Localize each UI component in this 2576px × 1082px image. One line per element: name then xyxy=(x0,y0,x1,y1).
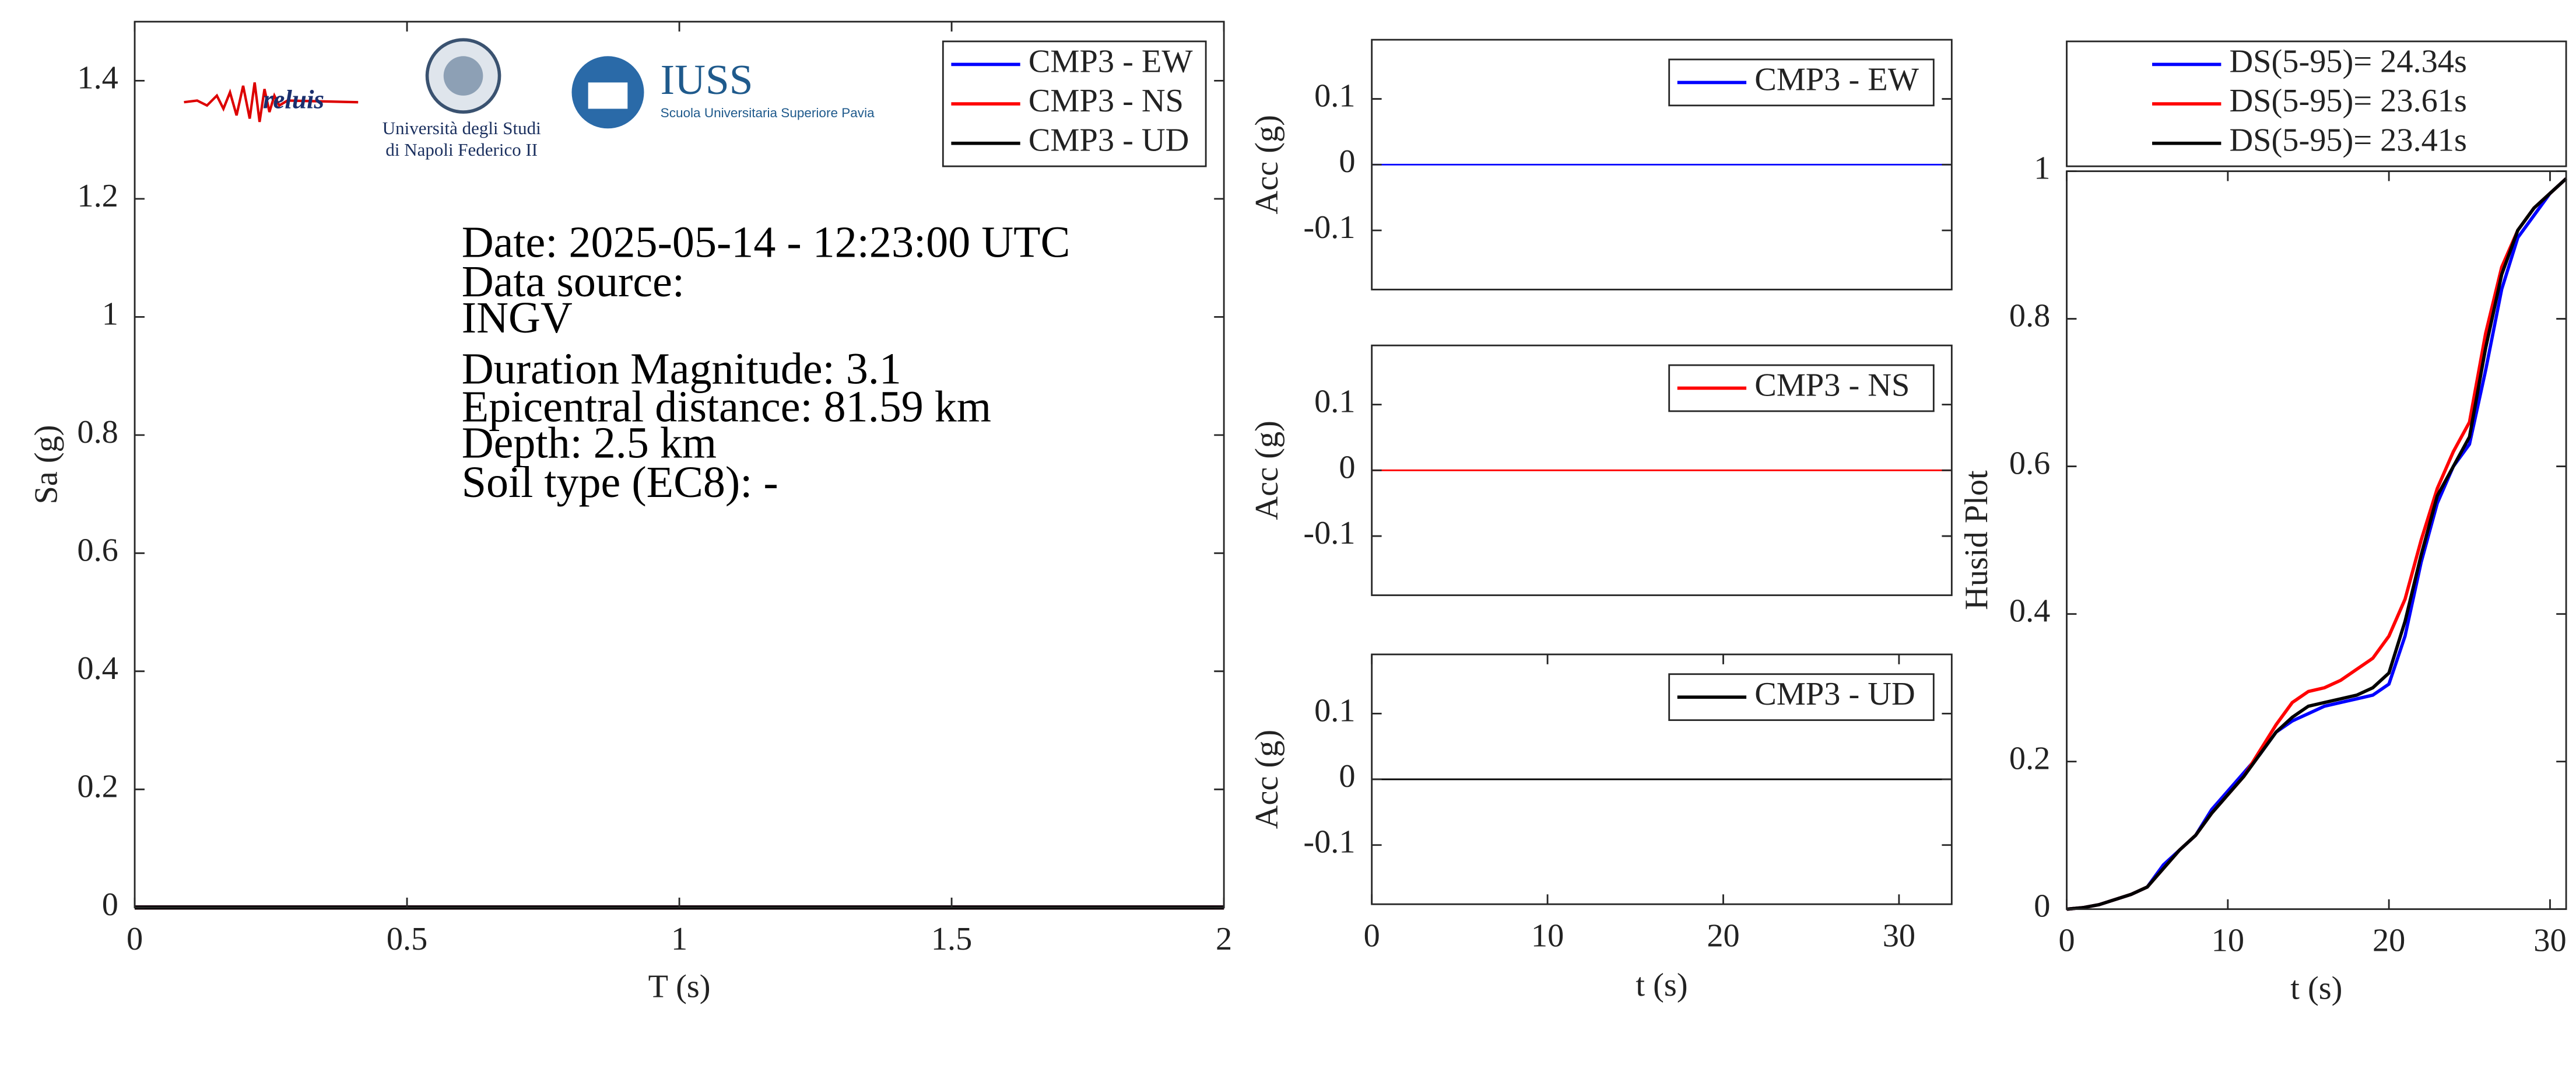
reluis-wave xyxy=(184,82,359,122)
annotation: INGV xyxy=(462,293,573,342)
iuss-emblem-building xyxy=(588,82,628,109)
plot-area xyxy=(2066,171,2567,909)
x-tick-label: 30 xyxy=(2533,923,2566,959)
y-tick-label: 1 xyxy=(102,296,118,332)
series-line xyxy=(2066,177,2567,911)
legend-label: CMP3 - NS xyxy=(1029,83,1184,119)
y-tick-label: 1.2 xyxy=(77,178,118,214)
x-tick-label: 10 xyxy=(1531,918,1564,954)
y-tick-label: -0.1 xyxy=(1303,515,1355,551)
x-tick-label: 2 xyxy=(1216,921,1232,957)
y-tick-label: 0.4 xyxy=(77,650,118,687)
y-tick-label: 0.8 xyxy=(2009,297,2050,334)
y-tick-label: 0 xyxy=(1339,143,1355,180)
x-tick-label: 10 xyxy=(2212,923,2244,959)
y-tick-label: 0 xyxy=(2034,888,2050,925)
legend-label: CMP3 - UD xyxy=(1029,122,1189,159)
y-axis-label: Husid Plot xyxy=(1959,470,1995,610)
legend-label: DS(5-95)= 23.61s xyxy=(2229,83,2466,119)
y-tick-label: 0.2 xyxy=(2009,741,2050,777)
logo-text: IUSS xyxy=(661,56,753,103)
x-tick-label: 0 xyxy=(127,921,143,957)
y-tick-label: 0 xyxy=(1339,758,1355,794)
logos: reluis Università degli Studi di Napoli … xyxy=(184,38,875,160)
y-tick-label: -0.1 xyxy=(1303,209,1355,246)
y-axis-label: Acc (g) xyxy=(1249,730,1285,829)
x-tick-label: 0 xyxy=(2058,923,2075,959)
y-tick-label: 0 xyxy=(1339,449,1355,485)
legend-label: CMP3 - EW xyxy=(1754,61,1919,97)
x-axis-label: T (s) xyxy=(648,969,711,1005)
annotation: Soil type (EC8): - xyxy=(462,458,778,507)
legend-label: CMP3 - NS xyxy=(1754,367,1910,403)
legend-label: CMP3 - UD xyxy=(1754,676,1915,712)
x-tick-label: 1 xyxy=(671,921,687,957)
annotation: Depth: 2.5 km xyxy=(462,418,717,467)
x-tick-label: 20 xyxy=(1707,918,1739,954)
y-tick-label: 0.1 xyxy=(1314,78,1355,114)
x-tick-label: 30 xyxy=(1883,918,1915,954)
logo-text: reluis xyxy=(263,85,324,114)
y-tick-label: 0.4 xyxy=(2009,593,2050,629)
y-axis-label: Acc (g) xyxy=(1249,115,1285,215)
y-tick-label: 0.1 xyxy=(1314,692,1355,729)
y-axis-label: Acc (g) xyxy=(1249,421,1285,520)
legend-box xyxy=(2066,40,2567,167)
legend-label: DS(5-95)= 24.34s xyxy=(2229,43,2466,79)
x-tick-label: 0 xyxy=(1364,918,1380,954)
x-axis-label: t (s) xyxy=(2290,970,2342,1006)
annotation: Date: 2025-05-14 - 12:23:00 UTC xyxy=(462,218,1071,267)
annotation: Epicentral distance: 81.59 km xyxy=(462,382,991,431)
unina-seal-inner xyxy=(443,56,483,96)
x-tick-label: 0.5 xyxy=(387,921,427,957)
y-tick-label: 0.1 xyxy=(1314,384,1355,420)
y-tick-label: 0.2 xyxy=(77,768,118,804)
legend-label: CMP3 - EW xyxy=(1029,43,1194,79)
x-tick-label: 20 xyxy=(2373,923,2405,959)
logo-text: di Napoli Federico II xyxy=(385,139,538,160)
x-axis-label: t (s) xyxy=(1636,967,1687,1003)
y-tick-label: -0.1 xyxy=(1303,824,1355,860)
plot-area xyxy=(135,22,1224,908)
annotation: Duration Magnitude: 3.1 xyxy=(462,345,901,394)
y-tick-label: 1 xyxy=(2034,150,2050,186)
y-axis-label: Sa (g) xyxy=(28,425,64,504)
y-tick-label: 0.6 xyxy=(2009,446,2050,482)
logo-text: Scuola Universitaria Superiore Pavia xyxy=(661,106,875,120)
logo-text: Università degli Studi xyxy=(382,118,541,138)
annotation: Data source: xyxy=(462,257,685,306)
y-tick-label: 1.4 xyxy=(77,59,118,96)
x-tick-label: 1.5 xyxy=(931,921,972,957)
legend-label: DS(5-95)= 23.41s xyxy=(2229,122,2466,159)
y-tick-label: 0.8 xyxy=(77,414,118,450)
y-tick-label: 0 xyxy=(102,887,118,923)
y-tick-label: 0.6 xyxy=(77,532,118,568)
axes-frame xyxy=(2066,170,2567,911)
